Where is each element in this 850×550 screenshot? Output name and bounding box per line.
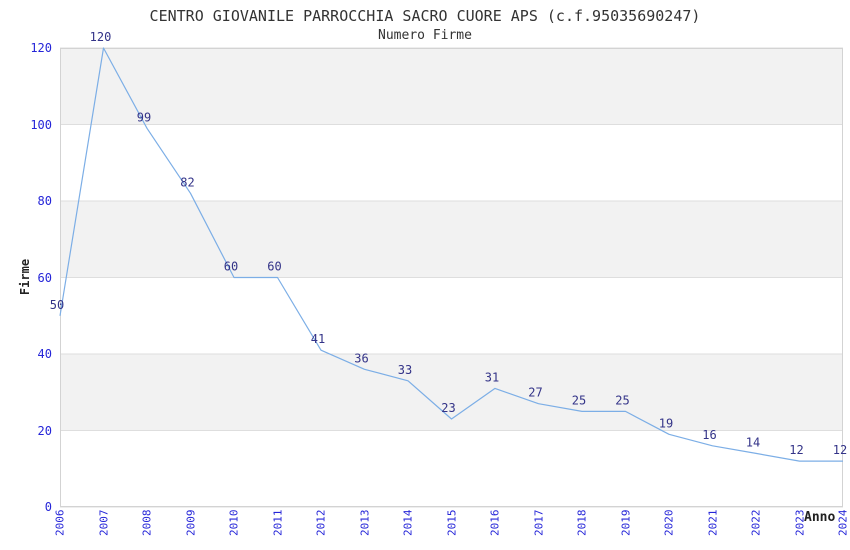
x-tick-label: 2008 — [140, 509, 154, 537]
y-tick-label: 0 — [44, 500, 52, 514]
x-axis-label: Anno — [804, 510, 836, 525]
x-tick-label: 2018 — [575, 509, 589, 537]
plot-area: 50 120 99 82 60 60 41 36 33 23 31 27 25 25 19 16 14 12 12 — [50, 30, 847, 508]
y-tick-label: 100 — [30, 117, 52, 132]
x-tick-label: 2011 — [271, 509, 284, 537]
data-point-label: 14 — [746, 435, 760, 449]
x-tick-label: 2009 — [184, 509, 197, 537]
x-tick-label: 2021 — [706, 509, 719, 537]
chart-title: CENTRO GIOVANILE PARROCCHIA SACRO CUORE … — [149, 7, 701, 25]
x-tick-label: 2010 — [227, 509, 241, 537]
data-point-label: 60 — [224, 260, 238, 274]
plot-band — [60, 48, 843, 125]
x-tick-label: 2023 — [793, 509, 806, 537]
x-tick-label: 2014 — [401, 509, 415, 537]
plot-band — [60, 124, 843, 201]
data-point-label: 99 — [137, 110, 151, 124]
data-point-label: 120 — [90, 30, 112, 44]
y-tick-label: 120 — [30, 41, 52, 55]
plot-band — [60, 430, 843, 507]
data-point-label: 19 — [659, 416, 673, 430]
data-point-label: 12 — [789, 443, 803, 457]
data-point-label: 60 — [267, 260, 281, 274]
y-tick-label: 60 — [37, 270, 52, 285]
data-point-label: 50 — [50, 298, 64, 312]
x-tick-label: 2015 — [445, 509, 458, 537]
plot-band — [60, 201, 843, 278]
data-point-label: 27 — [528, 386, 542, 400]
plot-border — [60, 48, 843, 507]
data-line — [59, 47, 843, 462]
chart-subtitle: Numero Firme — [378, 28, 472, 43]
data-point-label: 12 — [833, 443, 847, 457]
x-tick-label: 2012 — [314, 509, 328, 537]
plot-band — [60, 277, 843, 354]
x-tick-label: 2007 — [97, 509, 110, 537]
x-tick-label: 2022 — [749, 509, 763, 537]
y-tick-label: 80 — [37, 194, 52, 208]
data-point-label: 23 — [441, 401, 455, 415]
data-point-label: 36 — [354, 351, 368, 365]
data-point-label: 33 — [398, 363, 412, 377]
line-chart-svg: 50 120 99 82 60 60 41 36 33 23 31 27 25 25 19 16 14 12 12 — [50, 30, 847, 508]
plot-band — [60, 354, 843, 431]
x-tick-label: 2006 — [53, 509, 67, 537]
data-point-label: 41 — [311, 332, 325, 346]
x-tick-label: 2017 — [532, 509, 545, 537]
data-point-label: 31 — [485, 370, 499, 384]
y-tick-label: 20 — [37, 423, 52, 438]
x-tick-label: 2016 — [488, 509, 502, 537]
data-point-label: 82 — [180, 175, 194, 189]
data-point-label: 16 — [702, 428, 716, 442]
y-tick-label: 40 — [37, 347, 52, 361]
data-point-label: 25 — [572, 393, 586, 407]
data-point-label: 25 — [615, 393, 629, 407]
x-tick-label: 2019 — [619, 509, 632, 537]
x-tick-label: 2013 — [358, 509, 371, 537]
x-tick-label: 2020 — [662, 509, 676, 537]
x-tick-label: 2024 — [836, 509, 850, 537]
